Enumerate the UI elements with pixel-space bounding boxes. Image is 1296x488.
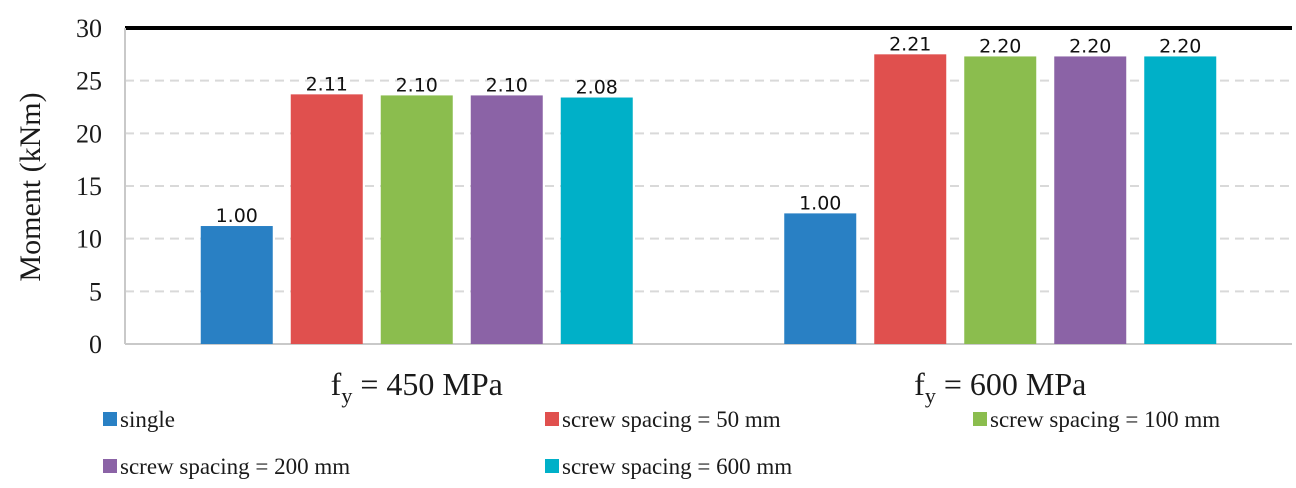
legend-item: screw spacing = 50 mm [545,407,781,432]
bar-data-label: 2.10 [396,74,438,96]
category-labels: fy = 450 MPa fy = 600 MPa [331,366,1087,408]
legend-swatch [973,412,987,426]
bar-data-label: 2.11 [306,73,348,95]
bar [1054,56,1127,344]
y-axis-title: Moment (kNm) [14,92,47,281]
bar-data-label: 2.20 [979,35,1021,57]
bar [560,97,633,345]
bar-data-label: 2.21 [889,33,931,55]
bar-data-label: 1.00 [799,192,841,214]
legend-swatch [103,412,117,426]
bar [964,56,1037,344]
legend-swatch [545,412,559,426]
bar [874,54,947,344]
legend-label: screw spacing = 200 mm [120,454,350,479]
bar [290,94,363,344]
bar-data-label: 2.08 [576,77,618,99]
y-tick-label: 25 [76,67,102,96]
y-tick-label: 15 [76,172,102,201]
legend-item: screw spacing = 100 mm [973,407,1220,432]
data-labels: 1.00 2.11 2.10 2.10 2.08 1.00 2.21 2.20 2.20 2.20 [216,33,1202,227]
category-label: fy = 450 MPa [331,366,503,408]
bar [1144,56,1217,344]
bar-data-label: 2.10 [486,74,528,96]
legend-label: single [120,407,175,432]
y-tick-labels: 0 5 10 15 20 25 30 [76,14,102,359]
legend-label: screw spacing = 600 mm [562,454,792,479]
bar-data-label: 1.00 [216,205,258,227]
legend-label: screw spacing = 100 mm [990,407,1220,432]
y-tick-label: 5 [89,277,102,306]
y-tick-label: 0 [89,330,102,359]
legend-item: screw spacing = 200 mm [103,454,350,479]
bars [200,54,1217,345]
y-tick-label: 30 [76,14,102,43]
bar [784,213,857,344]
bar-data-label: 2.20 [1159,35,1201,57]
bar [470,95,543,344]
bar [200,226,273,344]
legend-item: screw spacing = 600 mm [545,454,792,479]
legend-item: single [103,407,175,432]
bar-data-label: 2.20 [1069,35,1111,57]
legend-swatch [103,459,117,473]
legend-swatch [545,459,559,473]
category-label: fy = 600 MPa [914,366,1086,408]
y-tick-label: 20 [76,119,102,148]
legend: single screw spacing = 50 mm screw spacing… [103,407,1220,479]
y-tick-label: 10 [76,225,102,254]
legend-label: screw spacing = 50 mm [562,407,781,432]
bar [380,95,453,344]
